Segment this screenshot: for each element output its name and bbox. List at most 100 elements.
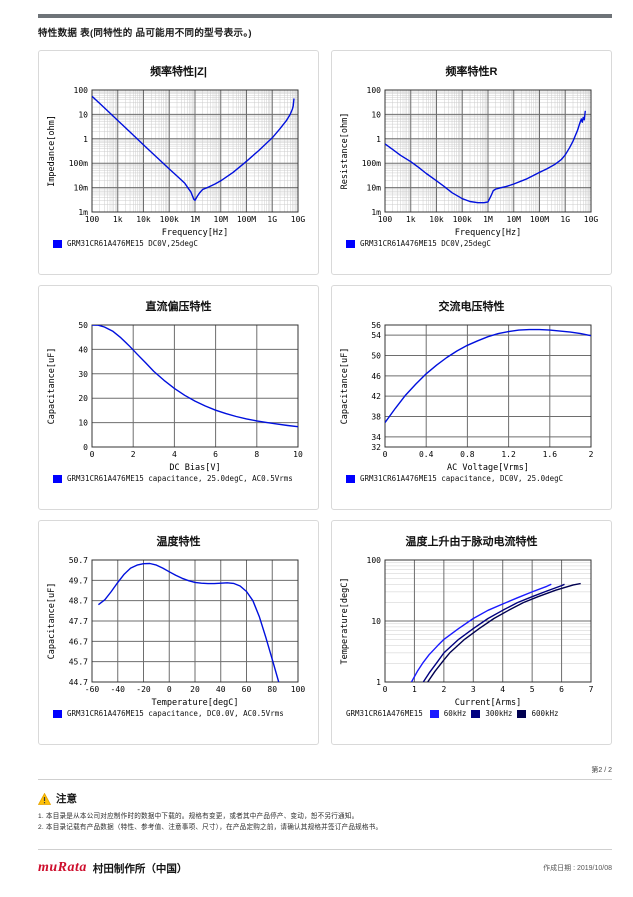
chart-card-dc-bias: 直流偏压特性 0 2 4 6 8 10 0 10 20 30 40 50 DC Bias[V] Capac… (38, 285, 319, 510)
svg-text:100: 100 (366, 556, 381, 565)
temperature-plot: -60 -40 -20 0 20 40 60 80 100 44.7 45.7 46.7 47.7 48.… (44, 555, 314, 707)
svg-text:1.2: 1.2 (501, 450, 516, 459)
svg-text:40: 40 (215, 685, 225, 694)
svg-text:DC Bias[V]: DC Bias[V] (169, 463, 220, 472)
legend-label: GRM31CR61A476ME15 capacitance, DC0.0V, A… (67, 709, 284, 718)
page-footer: muRata 村田制作所（中国） 作成日期 : 2019/10/08 (38, 860, 612, 876)
svg-text:46: 46 (371, 372, 381, 381)
svg-text:100: 100 (84, 215, 99, 224)
legend-swatch (429, 709, 439, 718)
chart-title-temperature: 温度特性 (156, 536, 201, 548)
svg-text:60: 60 (241, 685, 251, 694)
svg-text:-20: -20 (136, 685, 151, 694)
legend-prefix: GRM31CR61A476ME15 (346, 709, 423, 718)
svg-text:100: 100 (377, 215, 392, 224)
chart-svg: 0 1 2 3 4 5 6 7110100Current[Arms]Temperature[d… (340, 556, 594, 707)
svg-text:1M: 1M (483, 215, 493, 224)
notice-items: 1. 本目录是从本公司对应制作时的数据中下载的。规格有变更，或者其中产品停产、变… (38, 812, 612, 833)
chart-title-impedance: 频率特性|Z| (150, 66, 207, 78)
svg-text:6: 6 (213, 450, 218, 459)
svg-text:1G: 1G (560, 215, 570, 224)
svg-text:5: 5 (529, 685, 534, 694)
notice-title: 注意 (56, 793, 77, 805)
svg-text:20: 20 (78, 394, 88, 403)
page-title: 特性数据 表(同特性的 品可能用不同的型号表示。) (38, 28, 252, 39)
svg-text:0: 0 (83, 443, 88, 452)
legend-label: 600kHz (531, 709, 559, 718)
chart-svg: 100 1k 10k 100k 1M 10M 100M 1G 10G 1m 10m 100m 1 10 10… (47, 86, 305, 237)
svg-text:1: 1 (83, 135, 88, 144)
chart-legend-ac-voltage: GRM31CR61A476ME15 capacitance, DC0V, 25.… (332, 474, 611, 483)
chart-card-ac-voltage: 交流电压特性 0 0.4 0.8 1.2 1.6 2 32 34 38 42 46 50 54 56 AC … (331, 285, 612, 510)
legend-label: 60kHz (443, 709, 467, 718)
svg-text:100: 100 (73, 86, 88, 95)
svg-text:38: 38 (371, 413, 381, 422)
notice-header: 注意 (38, 791, 612, 806)
chart-legend-ripple-current: GRM31CR61A476ME15 60kHz 300kHz 600kHz (332, 709, 611, 718)
svg-text:100: 100 (290, 685, 305, 694)
svg-text:1G: 1G (267, 215, 277, 224)
dc-bias-plot: 0 2 4 6 8 10 0 10 20 30 40 50 DC Bias[V] Capacitance[… (44, 320, 314, 472)
svg-text:Capacitance[uF]: Capacitance[uF] (340, 348, 350, 425)
svg-text:10k: 10k (136, 215, 151, 224)
legend-label: GRM31CR61A476ME15 capacitance, 25.0degC,… (67, 474, 293, 483)
svg-text:Resistance[ohm]: Resistance[ohm] (340, 113, 350, 190)
ripple-current-plot: 0 1 2 3 4 5 6 7 1 10 100 Current[Arms] Temperature[d… (337, 555, 607, 707)
legend-swatch (53, 239, 62, 248)
svg-text:0: 0 (166, 685, 171, 694)
legend-swatch (53, 474, 62, 483)
chart-legend-impedance: GRM31CR61A476ME15 DC0V,25degC (39, 239, 318, 248)
svg-text:100k: 100k (159, 215, 178, 224)
svg-text:Frequency[Hz]: Frequency[Hz] (161, 228, 228, 237)
svg-text:Frequency[Hz]: Frequency[Hz] (454, 228, 521, 237)
svg-text:1: 1 (412, 685, 417, 694)
svg-text:10: 10 (78, 419, 88, 428)
chart-card-temperature: 温度特性 -60 -40 -20 0 20 40 60 80 100 44.7 45.7 46.7 47… (38, 520, 319, 745)
svg-text:40: 40 (78, 345, 88, 354)
ac-voltage-plot: 0 0.4 0.8 1.2 1.6 2 32 34 38 42 46 50 54 56 AC Voltage… (337, 320, 607, 472)
svg-text:2: 2 (588, 450, 593, 459)
chart-card-impedance: 频率特性|Z| 100 1k 10k 100k 1M 10M 100M 1G 10G 1m 10m 1… (38, 50, 319, 275)
svg-text:8: 8 (254, 450, 259, 459)
svg-text:54: 54 (371, 331, 381, 340)
legend-label: 300kHz (485, 709, 513, 718)
svg-text:-60: -60 (84, 685, 99, 694)
svg-text:47.7: 47.7 (68, 617, 87, 626)
notice-item-1: 1. 本目录是从本公司对应制作时的数据中下载的。规格有变更，或者其中产品停产、变… (38, 813, 359, 820)
chart-legend-temperature: GRM31CR61A476ME15 capacitance, DC0.0V, A… (39, 709, 318, 718)
company-name: 村田制作所（中国） (92, 862, 188, 875)
svg-text:32: 32 (371, 443, 381, 452)
page-content: 特性数据 表(同特性的 品可能用不同的型号表示。) 频率特性|Z| 100 1k 1… (38, 14, 612, 876)
svg-text:Impedance[ohm]: Impedance[ohm] (47, 115, 57, 187)
svg-text:10: 10 (293, 450, 303, 459)
svg-text:10G: 10G (583, 215, 598, 224)
chart-title-dc-bias: 直流偏压特性 (145, 301, 212, 313)
svg-text:Capacitance[uF]: Capacitance[uF] (47, 348, 57, 425)
legend-label: GRM31CR61A476ME15 capacitance, DC0V, 25.… (360, 474, 564, 483)
svg-text:0.8: 0.8 (460, 450, 475, 459)
svg-text:10M: 10M (506, 215, 521, 224)
svg-text:100: 100 (366, 86, 381, 95)
svg-text:Temperature[degC]: Temperature[degC] (340, 578, 350, 665)
svg-text:10m: 10m (366, 184, 381, 193)
svg-text:Current[Arms]: Current[Arms] (454, 698, 521, 707)
svg-text:1.6: 1.6 (542, 450, 557, 459)
svg-text:10G: 10G (290, 215, 305, 224)
svg-text:10m: 10m (73, 184, 88, 193)
chart-legend-dc-bias: GRM31CR61A476ME15 capacitance, 25.0degC,… (39, 474, 318, 483)
svg-text:10: 10 (78, 110, 88, 119)
svg-text:44.7: 44.7 (68, 678, 87, 687)
legend-swatch (53, 709, 62, 718)
svg-text:49.7: 49.7 (68, 576, 87, 585)
chart-card-ripple-current: 温度上升由于脉动电流特性 0 1 2 3 4 5 6 7 1 10 100 Current[Arms]… (331, 520, 612, 745)
chart-card-resistance: 频率特性R 100 1k 10k 100k 1M 10M 100M 1G 10G 1m 10m 100… (331, 50, 612, 275)
brand-block: muRata 村田制作所（中国） (38, 860, 187, 876)
svg-text:-40: -40 (110, 685, 125, 694)
chart-title-resistance: 频率特性R (445, 66, 498, 78)
chart-svg: 0 2 4 6 8 10 0 10 20 30 40 50 DC Bias[V] Capacitance[… (47, 321, 303, 472)
svg-text:50.7: 50.7 (68, 556, 87, 565)
svg-text:20: 20 (190, 685, 200, 694)
svg-text:1m: 1m (78, 208, 88, 217)
